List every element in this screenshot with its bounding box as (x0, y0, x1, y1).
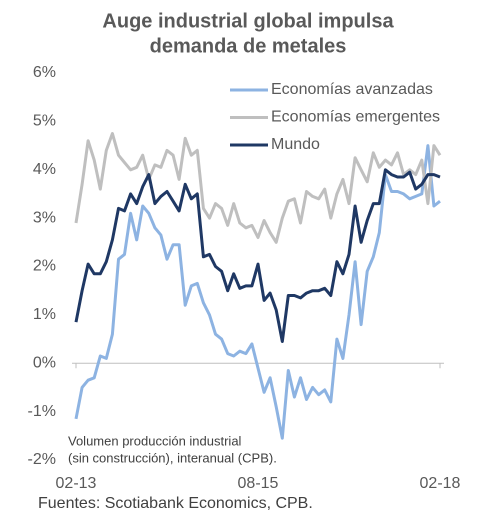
legend-label: Economías avanzadas (271, 81, 433, 98)
legend-label: Economías emergentes (271, 109, 440, 126)
series-line (74, 144, 441, 440)
y-tick-label: -2% (28, 451, 56, 468)
chart-title: demanda de metales (150, 35, 347, 57)
y-tick-label: 3% (33, 209, 56, 226)
y-tick-label: 0% (33, 354, 56, 371)
source: Fuentes: Scotiabank Economics, CPB. (38, 495, 313, 512)
chart-title: Auge industrial global impulsa (102, 10, 394, 32)
legend-label: Mundo (271, 136, 320, 153)
x-tick-label: 02-18 (420, 475, 461, 492)
series-line (74, 132, 442, 244)
y-tick-label: 6% (33, 64, 56, 81)
y-tick-label: 1% (33, 306, 56, 323)
x-tick-label: 02-13 (56, 475, 97, 492)
annotation: (sin construcción), interanual (CPB). (68, 450, 277, 465)
y-tick-label: -1% (28, 403, 56, 420)
y-tick-label: 2% (33, 258, 56, 275)
series-line (74, 168, 441, 343)
x-tick-label: 08-15 (238, 475, 279, 492)
y-tick-label: 5% (33, 113, 56, 130)
y-tick-label: 4% (33, 161, 56, 178)
annotation: Volumen producción industrial (68, 433, 242, 448)
